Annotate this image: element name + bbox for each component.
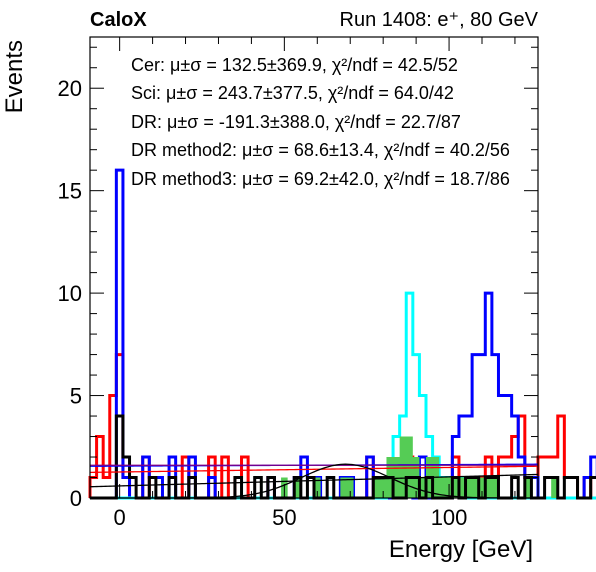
stats-line: DR method2: μ±σ = 68.6±13.4, χ²/ndf = 40… [131,140,510,160]
plot-frame [89,36,539,499]
x-tick-label: 0 [114,505,126,530]
series-dr-method3 [90,436,596,498]
y-tick-label: 5 [70,384,82,409]
stats-line: DR: μ±σ = -191.3±388.0, χ²/ndf = 22.7/87 [131,112,461,132]
chart-header-left: CaloX [90,9,147,31]
histogram-sci [90,168,596,500]
x-tick-label: 100 [431,505,468,530]
y-axis-label: Events [1,40,28,113]
histogram-dr-method3 [90,436,596,498]
fit-dr-method3-fit [89,473,539,488]
y-tick-label: 15 [58,179,82,204]
series-sci [90,168,596,500]
stats-line: Cer: μ±σ = 132.5±369.9, χ²/ndf = 42.5/52 [131,55,458,75]
histogram-dr-method2 [90,291,596,500]
y-tick-label: 10 [58,281,82,306]
x-axis-label: Energy [GeV] [389,536,533,563]
y-tick-label: 0 [70,486,82,511]
x-tick-label: 50 [272,505,296,530]
stats-line: DR method3: μ±σ = 69.2±42.0, χ²/ndf = 18… [131,169,510,189]
series-dr-method2 [90,291,596,500]
y-tick-label: 20 [58,76,82,101]
chart-header-right: Run 1408: e⁺, 80 GeV [340,9,539,31]
stats-line: Sci: μ±σ = 243.7±377.5, χ²/ndf = 64.0/42 [131,83,454,103]
fit-cer-fit [89,465,539,474]
